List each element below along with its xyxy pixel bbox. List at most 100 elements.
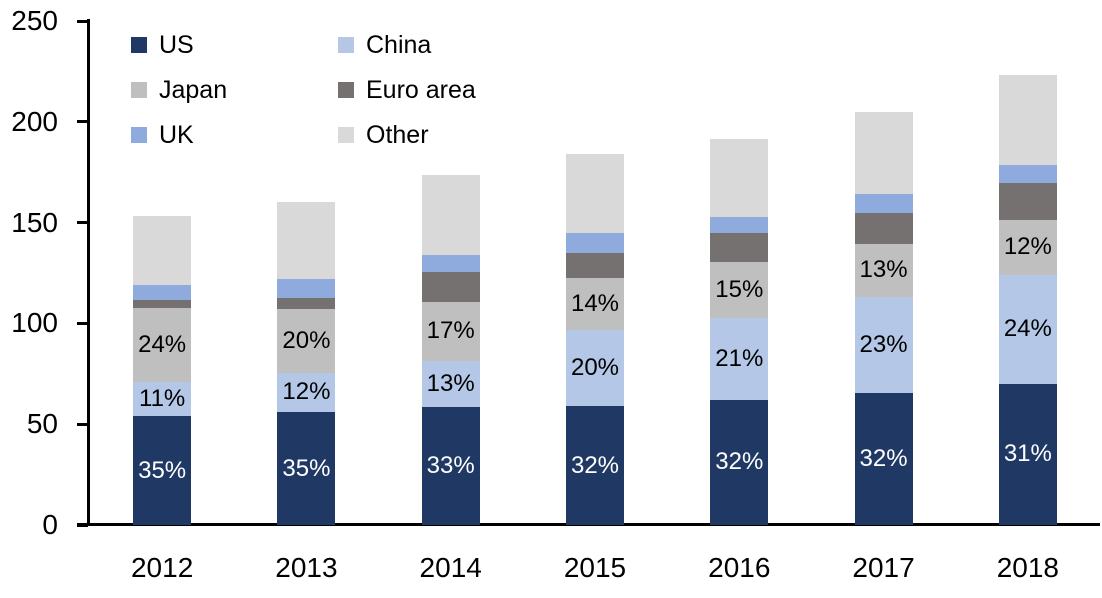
bar-label-2012-us: 35% <box>138 456 187 484</box>
bar-segment-2013-china: 12% <box>277 372 336 413</box>
bar-label-2018-us: 31% <box>1003 440 1052 468</box>
bar-segment-2017-other <box>854 111 913 195</box>
bar-segment-2014-uk <box>421 254 480 272</box>
bar-label-2015-china: 20% <box>570 354 620 382</box>
bar-label-2013-us: 35% <box>282 454 331 482</box>
bar-segment-2014-china: 13% <box>421 360 480 408</box>
bar-segment-2013-us: 35% <box>277 412 336 525</box>
y-tick-mark-200 <box>77 120 88 124</box>
y-axis-tick-label-200: 200 <box>11 105 58 137</box>
bar-segment-2015-china: 20% <box>566 330 624 407</box>
y-axis-tick-label-50: 50 <box>26 408 58 440</box>
legend-swatch-uk-icon <box>131 127 147 143</box>
legend-label-japan: Japan <box>159 76 228 104</box>
bar-segment-2013-uk <box>277 279 336 299</box>
x-axis-label-2017: 2017 <box>852 552 915 583</box>
bar-segment-2018-other <box>998 75 1057 166</box>
bar-segment-2017-us: 32% <box>854 392 913 525</box>
legend-swatch-japan-icon <box>131 82 147 98</box>
bar-segment-2018-us: 31% <box>998 383 1057 525</box>
bar-label-2018-japan: 12% <box>1003 233 1052 261</box>
legend-item-china: China <box>338 31 476 59</box>
bar-segment-2015-euro-area <box>566 252 624 279</box>
bar-segment-2016-japan: 15% <box>710 261 769 319</box>
bar-segment-2018-china: 24% <box>998 275 1057 384</box>
bar-label-2017-us: 32% <box>859 444 908 472</box>
bar-segment-2012-other <box>133 215 192 286</box>
bar-label-2017-china: 23% <box>859 331 908 359</box>
bar-segment-2018-euro-area <box>998 183 1057 220</box>
bar-segment-2012-japan: 24% <box>133 308 192 382</box>
legend-item-uk: UK <box>131 121 338 149</box>
y-tick-mark-250 <box>77 19 88 23</box>
bar-label-2012-china: 11% <box>139 384 186 412</box>
y-tick-mark-150 <box>77 221 88 225</box>
bar-segment-2017-euro-area <box>854 212 913 244</box>
x-axis-label-2014: 2014 <box>419 552 482 583</box>
bar-label-2018-china: 24% <box>1003 315 1052 343</box>
bar-segment-2018-japan: 12% <box>998 219 1057 275</box>
bar-label-2013-china: 12% <box>282 378 331 406</box>
bar-segment-2016-uk <box>710 216 769 233</box>
bar-segment-2015-other <box>566 154 624 233</box>
y-tick-mark-0 <box>77 523 88 527</box>
y-tick-mark-100 <box>77 321 88 325</box>
legend-swatch-euro-area-icon <box>338 82 354 98</box>
legend-swatch-other-icon <box>338 127 354 143</box>
bar-label-2012-japan: 24% <box>138 331 187 359</box>
bar-segment-2017-china: 23% <box>854 297 913 393</box>
bar-segment-2018-uk <box>998 165 1057 184</box>
bar-segment-2016-other <box>710 138 769 217</box>
bar-segment-2015-japan: 14% <box>566 278 624 331</box>
legend-label-euro-area: Euro area <box>366 76 476 104</box>
bar-segment-2017-japan: 13% <box>854 243 913 298</box>
bar-segment-2012-china: 11% <box>133 381 192 417</box>
bar-segment-2016-euro-area <box>710 232 769 262</box>
bar-segment-2015-uk <box>566 232 624 253</box>
bar-segment-2014-japan: 17% <box>421 302 480 361</box>
bar-segment-2014-euro-area <box>421 271 480 303</box>
bar-segment-2014-us: 33% <box>421 407 480 525</box>
legend: US China Japan Euro area UK Other <box>131 31 476 149</box>
bar-segment-2012-us: 35% <box>133 416 192 525</box>
y-axis-tick-label-150: 150 <box>11 206 58 238</box>
bar-label-2014-china: 13% <box>426 369 475 397</box>
x-axis-label-2016: 2016 <box>708 552 771 583</box>
x-axis-label-2013: 2013 <box>275 552 338 583</box>
x-axis-label-2015: 2015 <box>563 552 627 583</box>
bar-segment-2016-us: 32% <box>710 400 769 525</box>
bar-label-2016-china: 21% <box>715 345 764 373</box>
legend-swatch-china-icon <box>338 37 354 53</box>
bar-segment-2016-china: 21% <box>710 318 769 400</box>
y-axis-tick-label-100: 100 <box>11 307 58 339</box>
legend-item-euro-area: Euro area <box>338 76 476 104</box>
legend-label-us: US <box>159 31 194 59</box>
bar-segment-2013-japan: 20% <box>277 309 336 373</box>
bar-label-2013-japan: 20% <box>282 327 331 355</box>
legend-label-other: Other <box>366 121 429 149</box>
y-axis-line <box>87 19 90 526</box>
legend-item-japan: Japan <box>131 76 338 104</box>
bar-label-2015-us: 32% <box>570 451 620 479</box>
bar-label-2014-japan: 17% <box>426 317 475 345</box>
bar-label-2017-japan: 13% <box>859 256 908 284</box>
bar-segment-2017-uk <box>854 194 913 213</box>
bar-segment-2015-us: 32% <box>566 406 624 525</box>
bar-segment-2014-other <box>421 175 480 255</box>
bar-segment-2013-euro-area <box>277 298 336 310</box>
y-tick-mark-50 <box>77 422 88 426</box>
y-axis-tick-label-250: 250 <box>11 5 58 36</box>
bar-segment-2013-other <box>277 202 336 280</box>
bar-label-2015-japan: 14% <box>570 290 620 318</box>
x-axis-label-2018: 2018 <box>996 552 1059 583</box>
bar-label-2014-us: 33% <box>426 452 475 480</box>
legend-label-china: China <box>366 31 432 59</box>
bar-segment-2012-uk <box>133 285 192 301</box>
legend-swatch-us-icon <box>131 37 147 53</box>
legend-item-other: Other <box>338 121 476 149</box>
y-axis-tick-label-0: 0 <box>42 509 58 540</box>
legend-label-uk: UK <box>159 121 194 149</box>
bar-label-2016-us: 32% <box>715 448 764 476</box>
bar-label-2016-japan: 15% <box>715 276 764 304</box>
